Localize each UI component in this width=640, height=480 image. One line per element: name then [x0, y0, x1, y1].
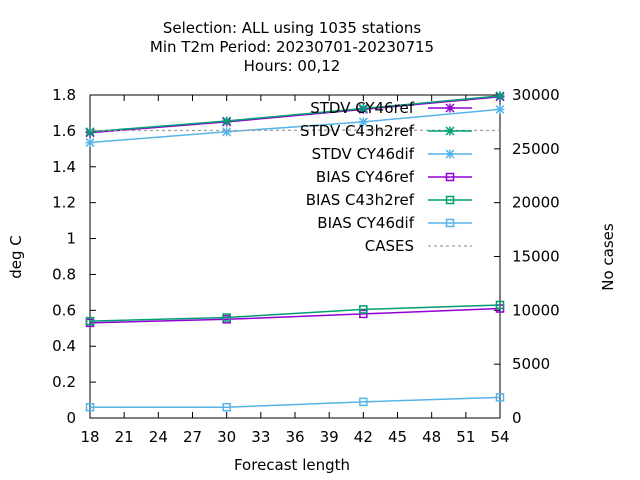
y2-tick-label: 0 [512, 409, 522, 427]
x-tick-label: 33 [251, 428, 270, 446]
legend-label: CASES [365, 237, 414, 255]
y2-tick-label: 15000 [512, 248, 560, 266]
y2-axis-label: No cases [599, 223, 617, 291]
legend-marker [445, 103, 455, 113]
legend-label: BIAS CY46ref [316, 168, 415, 186]
y-tick-label: 0.2 [52, 373, 76, 391]
legend-label: STDV CY46ref [310, 99, 415, 117]
chart-title: Selection: ALL using 1035 stations Min T… [150, 19, 434, 75]
series-lines [85, 91, 505, 412]
y2-tick-label: 30000 [512, 86, 560, 104]
y2-tick-label: 25000 [512, 140, 560, 158]
legend-marker [445, 218, 455, 228]
data-point [222, 116, 232, 126]
legend-label: BIAS C43h2ref [306, 191, 415, 209]
y2-tick-label: 5000 [512, 355, 550, 373]
data-point [359, 309, 368, 319]
data-point [495, 300, 505, 310]
y-tick-label: 0.6 [52, 301, 76, 319]
legend-label: BIAS CY46dif [317, 214, 414, 232]
data-point [222, 402, 231, 412]
x-axis: 18 21 24 27 30 33 36 39 42 45 48 51 54 [80, 95, 510, 446]
x-tick-label: 18 [80, 428, 99, 446]
series-line-1 [89, 95, 501, 133]
legend-marker [445, 172, 455, 182]
data-point [85, 138, 95, 148]
x-tick-label: 21 [115, 428, 134, 446]
x-tick-label: 24 [149, 428, 168, 446]
y-tick-label: 1.8 [52, 86, 76, 104]
data-point [495, 104, 505, 114]
data-point [85, 316, 95, 326]
legend-marker [445, 149, 455, 159]
legend-marker [445, 126, 455, 136]
data-point [85, 127, 95, 137]
data-point [495, 91, 505, 101]
y-tick-label: 1.4 [52, 158, 76, 176]
series-line-6 [90, 129, 501, 132]
data-point [358, 117, 368, 127]
x-tick-label: 39 [320, 428, 339, 446]
x-tick-label: 42 [354, 428, 373, 446]
legend-marker [445, 195, 455, 205]
plot-area [89, 94, 501, 419]
x-tick-label: 30 [217, 428, 236, 446]
x-tick-label: 27 [183, 428, 202, 446]
x-tick-label: 48 [422, 428, 441, 446]
data-point [359, 397, 368, 407]
x-tick-label: 45 [388, 428, 407, 446]
plot-border [89, 94, 501, 419]
data-point [222, 313, 231, 322]
data-point [358, 103, 368, 113]
y-tick-label: 1 [66, 230, 76, 248]
series-line-0 [89, 96, 501, 134]
y2-tick-label: 10000 [512, 301, 560, 319]
y-tick-label: 0.4 [52, 337, 76, 355]
legend-label: STDV CY46dif [312, 145, 415, 163]
legend: STDV CY46ref STDV C43h2ref STDV CY46dif BIA… [300, 99, 472, 255]
x-tick-label: 36 [285, 428, 304, 446]
series-line-5 [90, 396, 501, 408]
x-axis-label: Forecast length [234, 456, 350, 474]
y-axis-label: deg C [7, 235, 25, 279]
title-line-1: Selection: ALL using 1035 stations [163, 19, 422, 37]
y-axis: 0 0.2 0.4 0.6 0.8 1 1.2 1.4 1.6 1.8 [52, 86, 96, 427]
series-line-4 [89, 304, 501, 322]
y-tick-label: 1.2 [52, 194, 76, 212]
y-tick-label: 0 [66, 409, 76, 427]
series-line-2 [89, 108, 501, 144]
data-point [222, 127, 232, 137]
y-tick-label: 1.6 [52, 122, 76, 140]
title-line-3: Hours: 00,12 [244, 57, 341, 75]
y-tick-label: 0.8 [52, 265, 76, 283]
series-line-3 [89, 307, 501, 324]
x-tick-label: 51 [456, 428, 475, 446]
data-point [359, 305, 368, 314]
data-point [85, 402, 95, 412]
x-tick-label: 54 [490, 428, 509, 446]
y2-axis: 0 5000 10000 15000 20000 25000 30000 [494, 86, 560, 427]
y2-tick-label: 20000 [512, 194, 560, 212]
legend-label: STDV C43h2ref [300, 122, 415, 140]
title-line-2: Min T2m Period: 20230701-20230715 [150, 38, 434, 56]
data-point [495, 393, 505, 402]
